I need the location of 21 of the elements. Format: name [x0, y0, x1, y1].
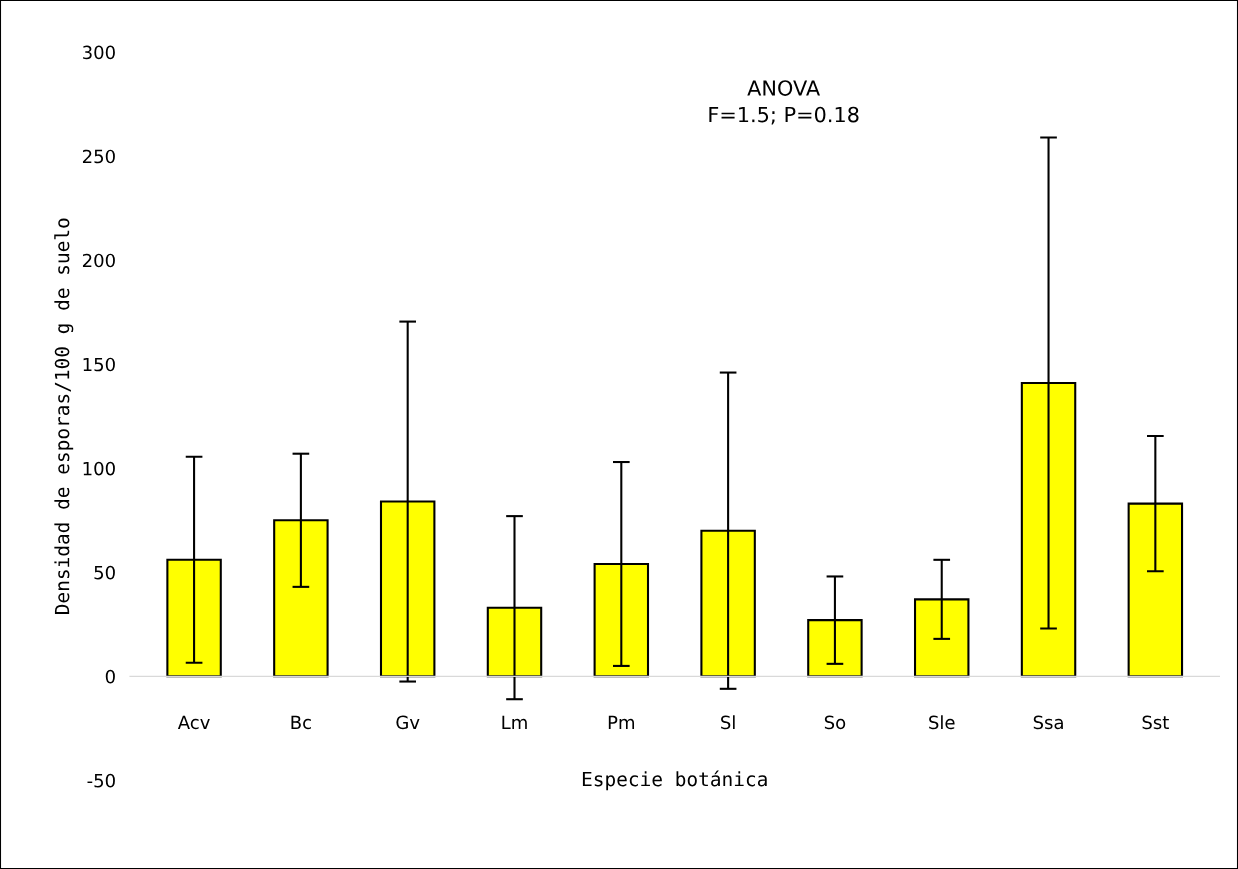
- y-tick-label: 300: [83, 45, 115, 60]
- x-tick-label: Sl: [721, 715, 735, 730]
- y-tick-label: 200: [82, 253, 115, 268]
- x-tick-label: Gv: [396, 715, 420, 730]
- y-axis-title: Densidad de esporas/100 g de suelo: [54, 218, 74, 614]
- y-tick-label: 50: [94, 565, 115, 580]
- x-tick-label: Pm: [608, 715, 635, 729]
- x-tick-label: So: [824, 715, 846, 730]
- x-tick-label: Lm: [502, 715, 527, 729]
- x-tick-label: Sst: [1142, 715, 1169, 730]
- x-tick-label: Sle: [929, 715, 955, 730]
- x-tick-label: Bc: [291, 715, 311, 730]
- y-tick-label: 250: [82, 149, 115, 164]
- x-tick-label: Ssa: [1033, 715, 1063, 730]
- y-tick-label: -50: [87, 773, 115, 788]
- y-tick-label: 100: [83, 461, 115, 476]
- x-tick-label: Acv: [177, 715, 210, 730]
- y-tick-label: 150: [83, 357, 115, 372]
- x-axis-title: Especie botánica: [582, 770, 767, 791]
- annotation: ANOVA F=1.5; P=0.18: [709, 80, 859, 125]
- y-tick-label: 0: [105, 669, 115, 684]
